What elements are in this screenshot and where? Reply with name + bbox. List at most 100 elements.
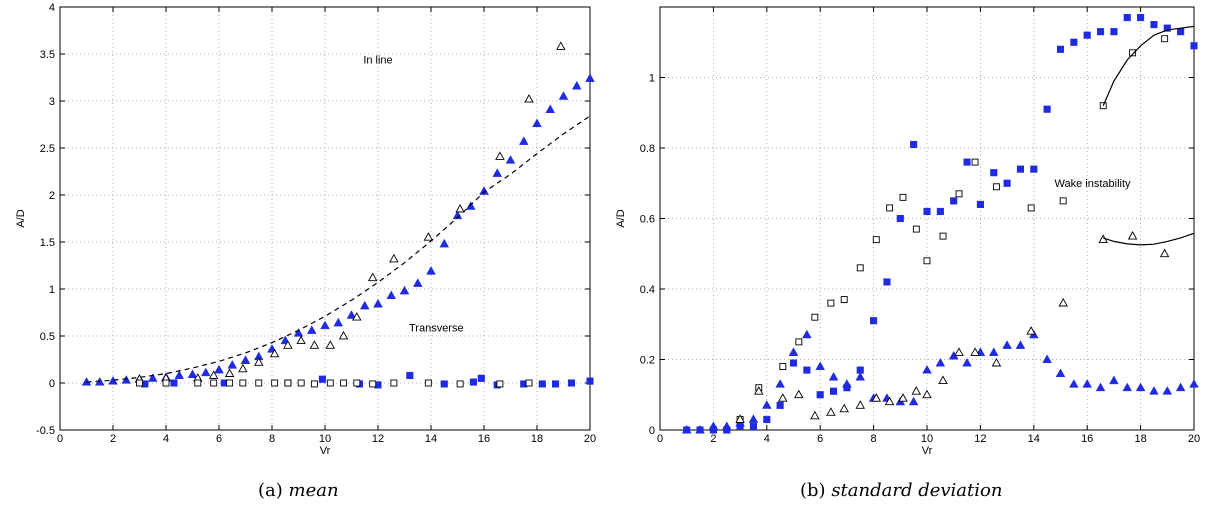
data-point-square-open <box>326 379 334 387</box>
data-point-square-filled <box>1016 165 1024 173</box>
data-point-triangle-filled <box>695 424 705 434</box>
data-point-square-open <box>239 379 247 387</box>
std-x-tick-label: 4 <box>764 433 770 445</box>
data-point-triangle-open <box>238 363 248 373</box>
data-point-square-open <box>194 379 202 387</box>
data-point-square-open <box>525 379 533 387</box>
data-point-triangle-open <box>283 340 293 349</box>
std-grid <box>660 7 1194 430</box>
mean-grid <box>60 7 590 430</box>
data-point-triangle-filled <box>922 364 932 374</box>
mean-annotation: In line <box>363 54 392 66</box>
data-point-triangle-filled <box>775 379 785 388</box>
data-point-triangle-filled <box>1095 382 1106 392</box>
mean-x-tick-label: 0 <box>57 433 63 445</box>
mean-x-tick-label: 20 <box>584 433 596 445</box>
mean-y-tick-label: 2 <box>49 190 55 202</box>
data-point-square-filled <box>1030 165 1038 173</box>
mean-x-tick-label: 14 <box>425 433 437 445</box>
mean-y-tick-label: 1 <box>49 284 55 296</box>
data-point-triangle-filled <box>558 91 569 100</box>
mean-y-tick-label: 1.5 <box>40 237 55 249</box>
std-series-solid-line-line <box>1102 25 1195 106</box>
std-series-solid-line-line <box>1103 232 1195 246</box>
data-point-triangle-filled <box>988 347 999 356</box>
data-point-square-filled <box>477 374 485 382</box>
std-y-tick-label: 0.2 <box>640 355 655 367</box>
data-point-triangle-filled <box>1122 382 1133 392</box>
data-point-triangle-filled <box>412 278 423 287</box>
data-point-square-filled <box>803 366 811 374</box>
data-point-square-filled <box>1190 42 1198 50</box>
data-point-triangle-filled <box>532 118 542 128</box>
mean-x-tick-label: 6 <box>216 433 222 445</box>
data-point-square-open <box>811 313 819 321</box>
data-point-square-filled <box>318 375 326 383</box>
data-point-triangle-filled <box>545 104 556 113</box>
data-point-square-open <box>779 363 787 370</box>
data-point-triangle-filled <box>439 238 450 248</box>
data-point-triangle-filled <box>828 371 839 381</box>
data-point-triangle-filled <box>815 361 826 371</box>
data-point-triangle-filled <box>1055 368 1066 378</box>
std-y-tick-label: 0.4 <box>640 284 655 296</box>
data-point-triangle-open <box>1058 297 1068 307</box>
std-x-axis-label: Vr <box>922 445 933 457</box>
data-point-triangle-open <box>1026 326 1036 335</box>
chart-panel-mean: 0 2 4 6 8 10 12 14 16 18 20 -0.5 0 0.5 1 1.5 2 2.5 3 3.5 4 Vr… <box>0 0 607 460</box>
data-point-triangle-filled <box>802 329 812 339</box>
caption-mean: (a) mean <box>258 480 339 501</box>
std-chart-svg: 0 2 4 6 8 10 12 14 16 18 20 0 0.2 0.4 0.6 0.8 1 Vr A/D Wake… <box>615 6 1200 457</box>
data-point-square-open <box>971 158 979 166</box>
data-point-square-open <box>899 193 907 201</box>
mean-series-dashed-line-line <box>86 115 591 383</box>
mean-x-axis-label: Vr <box>320 445 331 457</box>
caption-std-label: (b) <box>800 480 826 501</box>
data-point-triangle-filled <box>320 320 330 330</box>
data-point-square-filled <box>1163 24 1171 32</box>
data-point-triangle-open <box>922 389 932 399</box>
data-point-triangle-open <box>495 151 505 160</box>
data-point-square-open <box>872 236 880 244</box>
mean-x-tick-label: 4 <box>163 433 169 445</box>
data-point-square-open <box>1059 197 1067 205</box>
data-point-square-open <box>1161 35 1169 43</box>
data-point-square-filled <box>1097 28 1105 36</box>
data-point-square-filled <box>749 422 757 431</box>
data-point-triangle-filled <box>708 421 719 430</box>
data-point-square-open <box>340 379 347 387</box>
data-point-triangle-filled <box>1002 340 1012 349</box>
data-point-triangle-open <box>991 357 1002 367</box>
std-x-tick-label: 12 <box>974 433 986 445</box>
data-point-triangle-filled <box>1149 386 1159 395</box>
data-point-triangle-open <box>423 232 434 241</box>
data-point-square-open <box>912 225 920 233</box>
data-point-triangle-filled <box>842 379 852 388</box>
data-point-triangle-open <box>389 253 399 263</box>
data-point-triangle-filled <box>788 347 799 356</box>
data-point-triangle-filled <box>426 265 436 275</box>
data-point-square-open <box>827 299 835 307</box>
data-point-triangle-open <box>224 368 235 377</box>
std-x-tick-label: 18 <box>1134 433 1146 445</box>
data-point-triangle-filled <box>359 300 370 310</box>
data-point-triangle-filled <box>187 369 198 379</box>
data-point-triangle-filled <box>492 168 503 177</box>
data-point-square-open <box>992 183 1000 191</box>
data-point-triangle-open <box>871 393 882 402</box>
std-series-triangle-open <box>735 230 1170 423</box>
data-point-square-filled <box>776 401 784 409</box>
data-point-triangle-filled <box>962 357 972 367</box>
data-point-square-open <box>310 380 318 388</box>
data-point-triangle-filled <box>174 370 185 379</box>
data-point-triangle-open <box>208 370 219 379</box>
data-point-triangle-filled <box>855 371 866 381</box>
data-point-square-filled <box>1177 28 1185 36</box>
data-point-triangle-open <box>735 414 745 423</box>
data-point-triangle-open <box>954 347 964 356</box>
data-point-triangle-filled <box>721 421 732 430</box>
std-y-tick-label: 0 <box>649 425 655 437</box>
data-point-square-filled <box>950 197 958 205</box>
data-point-square-open <box>297 379 305 387</box>
mean-series-square-open <box>136 379 533 388</box>
